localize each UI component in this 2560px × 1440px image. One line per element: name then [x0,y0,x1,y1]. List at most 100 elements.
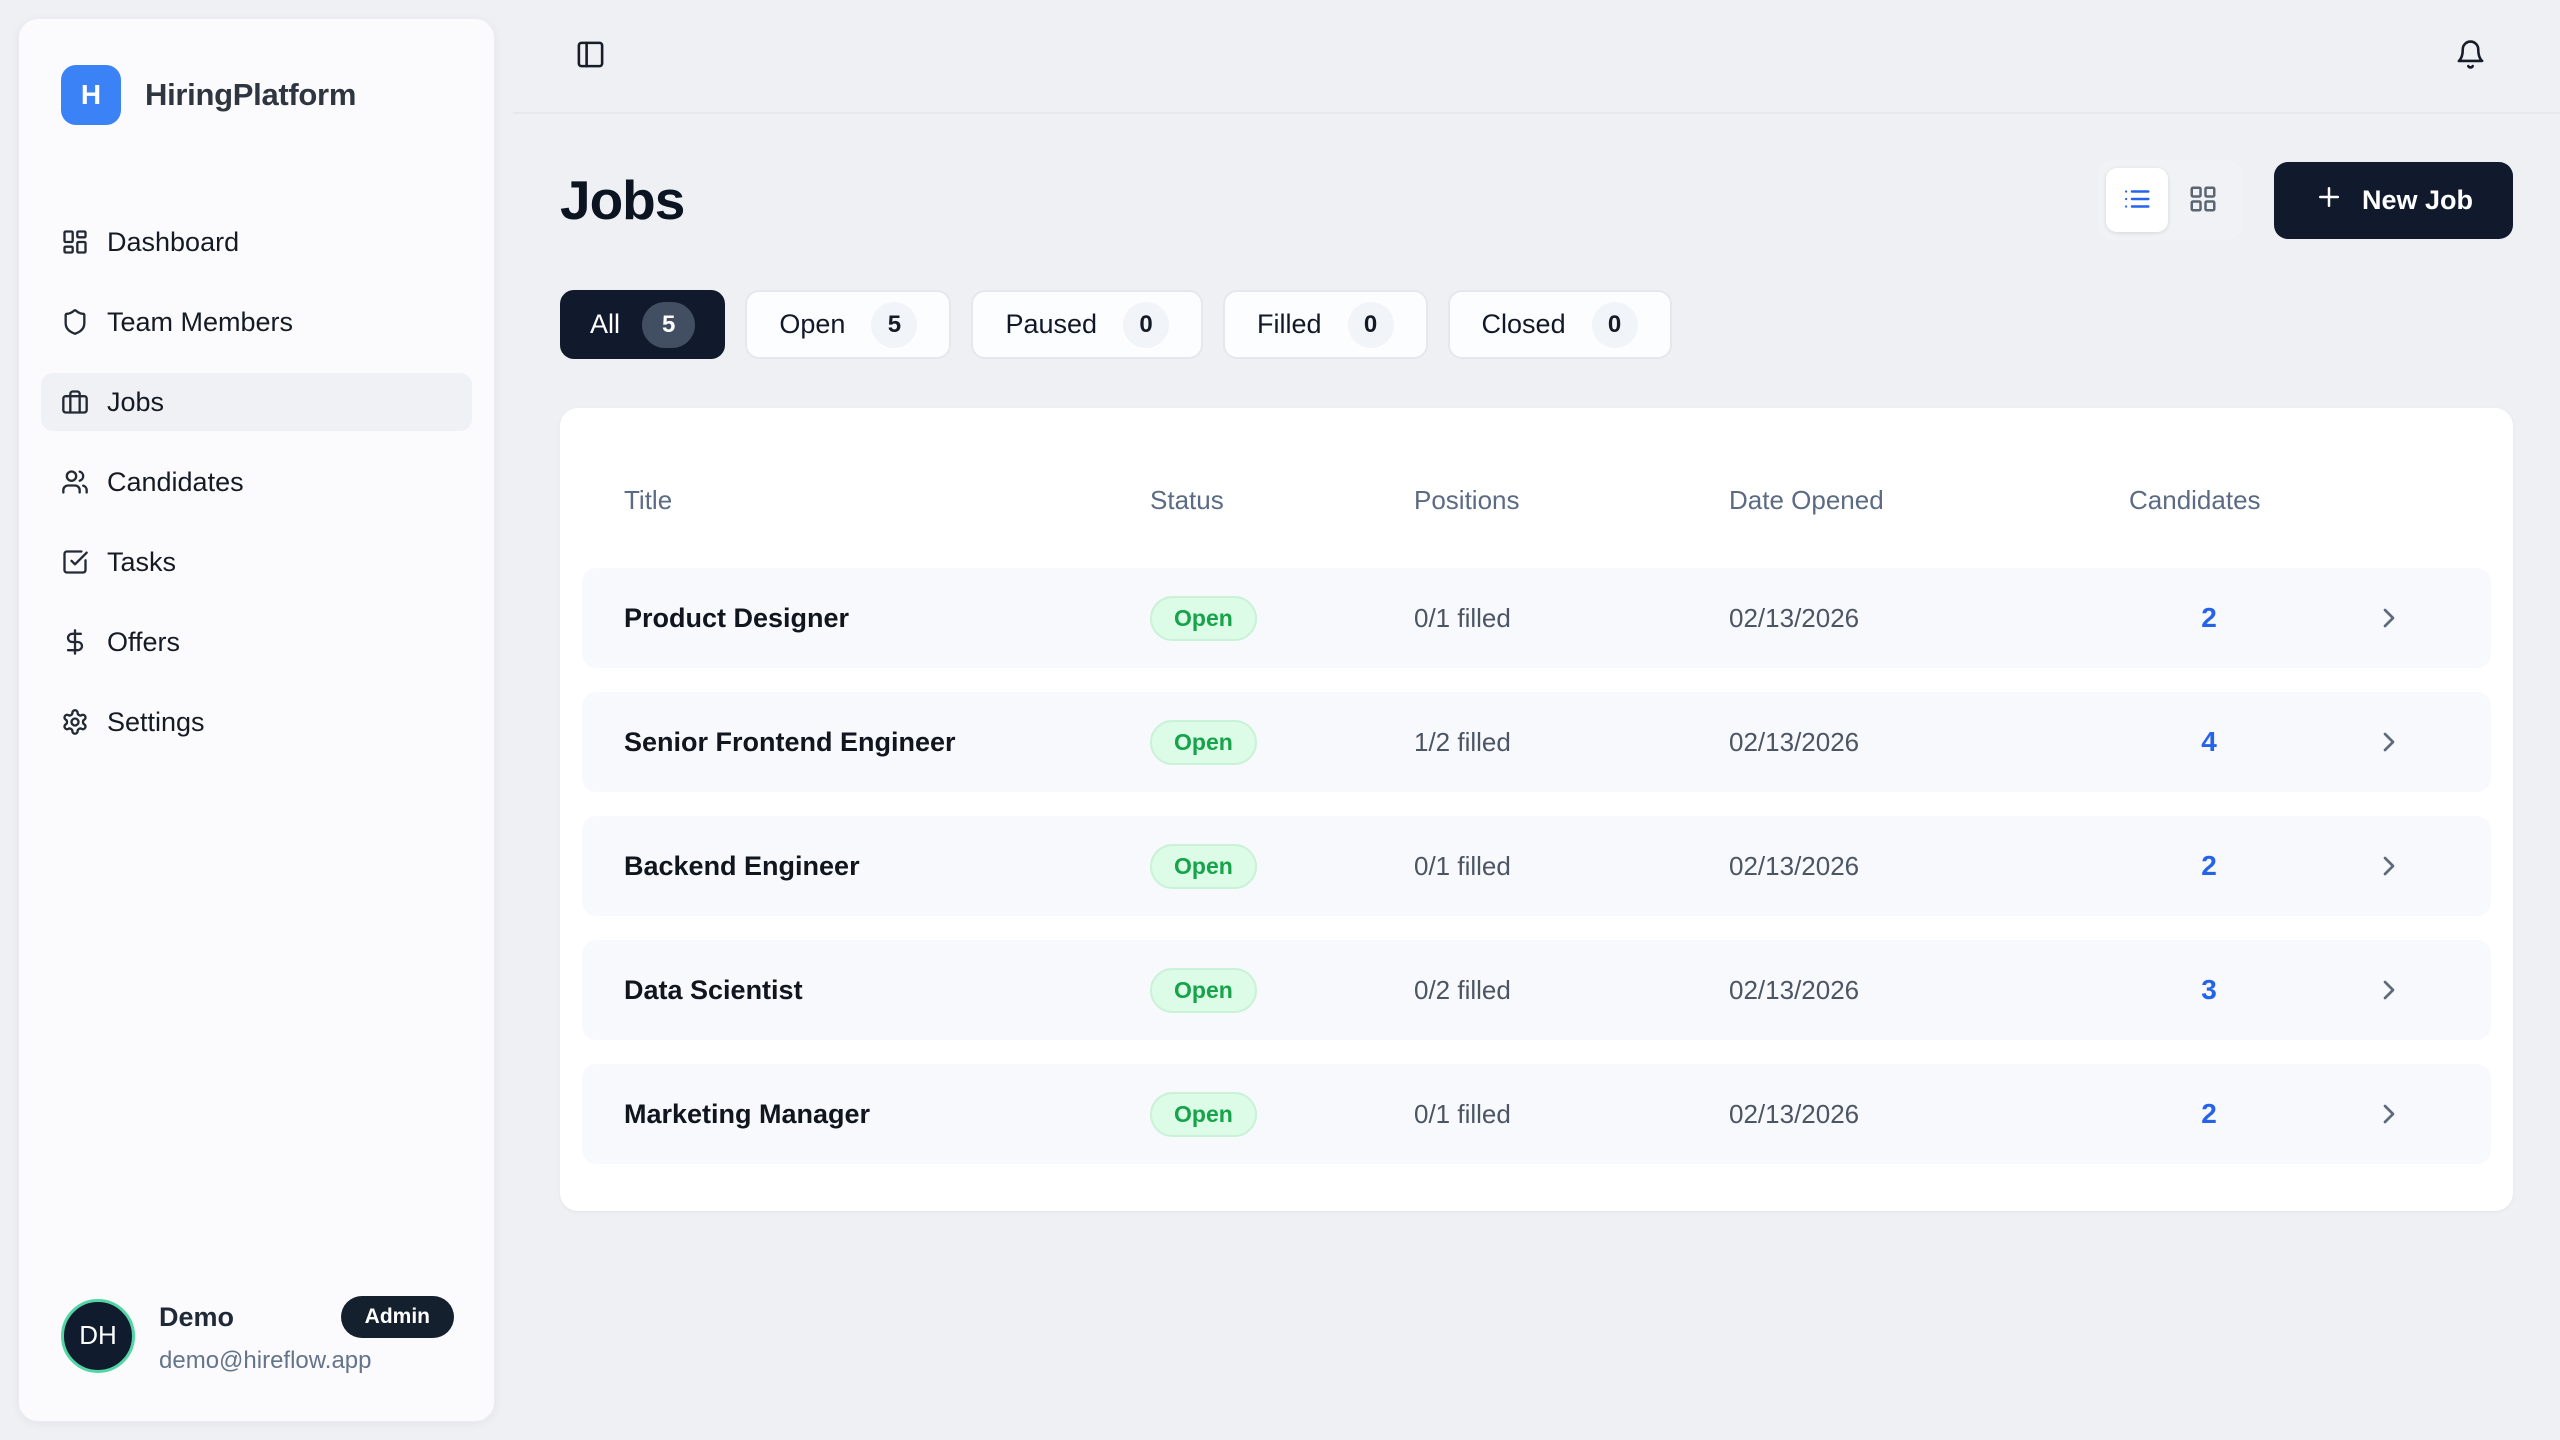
filter-count-badge: 5 [871,301,918,348]
sidebar-item-label: Jobs [107,386,165,417]
job-title: Product Designer [624,602,850,633]
sidebar-nav: Dashboard Team Members Jobs Candidates [19,125,494,751]
main-area: Jobs [513,0,2560,1440]
column-header-candidates: Candidates [2129,484,2261,515]
sidebar-item-label: Tasks [107,546,177,577]
filter-count-badge: 0 [1591,301,1638,348]
filter-tab-all[interactable]: All 5 [560,290,726,359]
job-title: Backend Engineer [624,850,860,881]
candidates-count-link[interactable]: 2 [2201,850,2217,881]
chevron-right-icon[interactable] [2289,974,2491,1006]
jobs-table-card: Title Status Positions Date Opened Candi… [560,408,2513,1211]
avatar: DH [61,1298,135,1373]
table-header: Title Status Positions Date Opened Candi… [582,408,2491,568]
job-title: Senior Frontend Engineer [624,726,956,757]
bell-icon [2455,39,2486,73]
sidebar-toggle-button[interactable] [575,39,606,73]
briefcase-icon [61,388,89,416]
job-positions: 0/1 filled [1414,1098,1511,1129]
status-badge: Open [1150,843,1257,889]
column-header-date-opened: Date Opened [1729,484,1884,515]
view-toggle [2097,160,2242,240]
page-title: Jobs [560,169,685,231]
job-positions: 0/2 filled [1414,974,1511,1005]
sidebar-item-dashboard[interactable]: Dashboard [41,213,472,271]
user-profile: DH Demo Admin demo@hireflow.app [19,1296,494,1421]
job-positions: 0/1 filled [1414,850,1511,881]
gear-icon [61,708,89,736]
notifications-button[interactable] [2455,39,2486,73]
sidebar-item-team-members[interactable]: Team Members [41,293,472,351]
filter-count-badge: 5 [642,301,696,348]
chevron-right-icon[interactable] [2289,850,2491,882]
job-title: Marketing Manager [624,1098,871,1129]
users-icon [61,468,89,496]
filter-tab-paused[interactable]: Paused 0 [971,290,1204,359]
user-info: Demo Admin demo@hireflow.app [159,1296,454,1375]
sidebar-item-offers[interactable]: Offers [41,613,472,671]
chevron-right-icon[interactable] [2289,726,2491,758]
list-icon [2122,184,2152,217]
status-badge: Open [1150,1091,1257,1137]
filter-label: Open [779,309,846,339]
sidebar-item-settings[interactable]: Settings [41,693,472,751]
brand-logo: H [61,65,121,125]
candidates-count-link[interactable]: 2 [2201,602,2217,633]
table-row[interactable]: Product Designer Open 0/1 filled 02/13/2… [582,568,2491,668]
job-date-opened: 02/13/2026 [1729,602,1860,633]
filter-tabs: All 5 Open 5 Paused 0 Filled 0 Closed [560,290,2513,359]
table-row[interactable]: Data Scientist Open 0/2 filled 02/13/202… [582,940,2491,1040]
sidebar-item-label: Offers [107,626,181,657]
job-positions: 1/2 filled [1414,726,1511,757]
dollar-icon [61,628,89,656]
sidebar-item-label: Candidates [107,466,244,497]
job-date-opened: 02/13/2026 [1729,850,1860,881]
task-check-icon [61,548,89,576]
candidates-count-link[interactable]: 2 [2201,1098,2217,1129]
role-badge: Admin [340,1296,454,1338]
filter-count-badge: 0 [1123,301,1170,348]
shield-icon [61,308,89,336]
sidebar-item-tasks[interactable]: Tasks [41,533,472,591]
new-job-button[interactable]: New Job [2273,161,2513,239]
user-email: demo@hireflow.app [159,1347,372,1374]
filter-label: All [590,309,621,339]
filter-label: Paused [1005,309,1098,339]
filter-tab-open[interactable]: Open 5 [745,290,952,359]
candidates-count-link[interactable]: 4 [2201,726,2217,757]
content: Jobs [513,160,2560,1211]
column-header-status: Status [1150,484,1224,515]
filter-tab-filled[interactable]: Filled 0 [1223,290,1428,359]
panel-left-icon [575,39,606,73]
status-badge: Open [1150,719,1257,765]
filter-label: Closed [1481,309,1566,339]
table-row[interactable]: Backend Engineer Open 0/1 filled 02/13/2… [582,816,2491,916]
filter-label: Filled [1257,309,1322,339]
sidebar-item-candidates[interactable]: Candidates [41,453,472,511]
job-date-opened: 02/13/2026 [1729,726,1860,757]
chevron-right-icon[interactable] [2289,602,2491,634]
plus-icon [2314,182,2344,219]
sidebar-item-jobs[interactable]: Jobs [41,373,472,431]
chevron-right-icon[interactable] [2289,1098,2491,1130]
brand: H HiringPlatform [19,19,494,125]
filter-tab-closed[interactable]: Closed 0 [1447,290,1672,359]
status-badge: Open [1150,967,1257,1013]
table-row[interactable]: Senior Frontend Engineer Open 1/2 filled… [582,692,2491,792]
status-badge: Open [1150,595,1257,641]
sidebar: H HiringPlatform Dashboard Team Members [18,18,495,1422]
job-title: Data Scientist [624,974,803,1005]
job-date-opened: 02/13/2026 [1729,974,1860,1005]
sidebar-item-label: Team Members [107,306,294,337]
brand-name: HiringPlatform [145,77,357,112]
candidates-count-link[interactable]: 3 [2201,974,2217,1005]
grid-view-button[interactable] [2172,168,2234,232]
topbar [513,0,2560,114]
job-positions: 0/1 filled [1414,602,1511,633]
sidebar-item-label: Dashboard [107,226,240,257]
list-view-button[interactable] [2105,168,2168,232]
column-header-positions: Positions [1414,484,1520,515]
filter-count-badge: 0 [1347,301,1394,348]
table-row[interactable]: Marketing Manager Open 0/1 filled 02/13/… [582,1064,2491,1164]
